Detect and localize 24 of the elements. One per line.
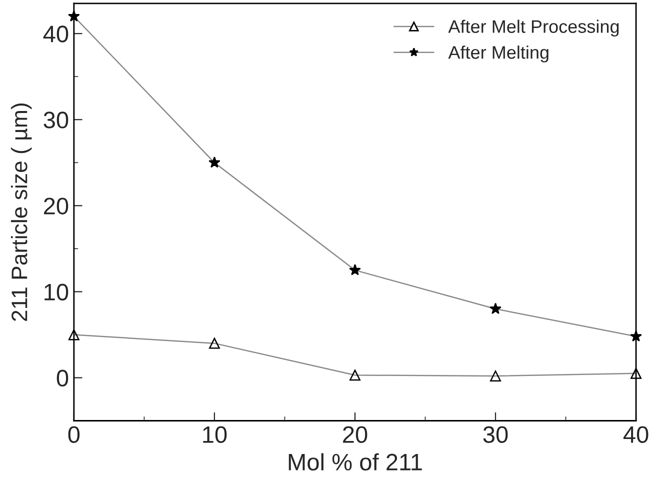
point: [349, 370, 360, 381]
x-tick-label: 20: [343, 426, 368, 443]
legend-label: After Melt Processing: [448, 20, 619, 37]
x-tick-label: 10: [203, 426, 227, 443]
y-axis-title: 211 Particle size ( µm): [10, 104, 32, 321]
point: [349, 264, 361, 276]
y-tick-label: 20: [44, 198, 68, 214]
y-tick-label: 30: [44, 112, 68, 128]
x-tick-label: 30: [483, 426, 508, 443]
x-axis-title: Mol % of 211: [288, 453, 422, 471]
legend-label: After Melting: [448, 46, 548, 62]
point: [630, 368, 642, 379]
x-tick-label: 0: [68, 426, 80, 443]
point: [490, 370, 501, 382]
x-tick-label: 40: [623, 426, 648, 443]
y-tick-label: 40: [43, 26, 68, 42]
point: [630, 330, 642, 342]
point: [208, 338, 220, 349]
point: [68, 329, 80, 340]
point: [208, 156, 220, 168]
point: [490, 302, 502, 314]
point: [68, 10, 80, 22]
y-tick-label: 0: [56, 370, 68, 387]
y-tick-label: 10: [44, 284, 68, 300]
